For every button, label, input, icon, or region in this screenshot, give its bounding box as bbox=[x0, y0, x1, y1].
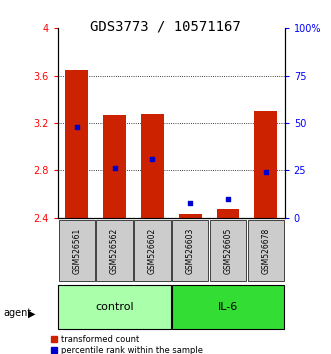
Text: GSM526603: GSM526603 bbox=[186, 227, 195, 274]
Point bbox=[225, 196, 231, 201]
Text: control: control bbox=[95, 302, 134, 312]
Bar bbox=[134, 220, 170, 281]
Bar bbox=[59, 220, 95, 281]
Bar bbox=[172, 285, 284, 329]
Point bbox=[74, 124, 79, 130]
Text: GSM526562: GSM526562 bbox=[110, 227, 119, 274]
Bar bbox=[248, 220, 284, 281]
Bar bbox=[210, 220, 246, 281]
Bar bbox=[103, 115, 126, 218]
Bar bbox=[216, 210, 239, 218]
Text: agent: agent bbox=[3, 308, 31, 318]
Bar bbox=[96, 220, 133, 281]
Bar bbox=[172, 220, 208, 281]
Text: GSM526605: GSM526605 bbox=[223, 227, 232, 274]
Text: GSM526678: GSM526678 bbox=[261, 227, 270, 274]
Legend: transformed count, percentile rank within the sample: transformed count, percentile rank withi… bbox=[51, 335, 203, 354]
Point bbox=[188, 200, 193, 205]
Bar bbox=[66, 70, 88, 218]
Text: IL-6: IL-6 bbox=[218, 302, 238, 312]
Point bbox=[112, 166, 117, 171]
Text: GSM526561: GSM526561 bbox=[72, 227, 81, 274]
Bar bbox=[141, 114, 164, 218]
Text: GSM526602: GSM526602 bbox=[148, 227, 157, 274]
Point bbox=[263, 170, 268, 175]
Text: ▶: ▶ bbox=[28, 308, 35, 318]
Point bbox=[150, 156, 155, 162]
Text: GDS3773 / 10571167: GDS3773 / 10571167 bbox=[90, 19, 241, 34]
Bar bbox=[58, 285, 171, 329]
Bar bbox=[255, 111, 277, 218]
Bar bbox=[179, 214, 202, 218]
